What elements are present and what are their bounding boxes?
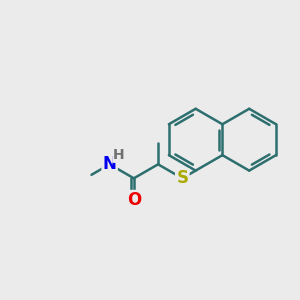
Text: N: N	[103, 155, 117, 173]
Text: O: O	[127, 191, 141, 209]
Text: S: S	[176, 169, 188, 187]
Text: H: H	[113, 148, 124, 163]
